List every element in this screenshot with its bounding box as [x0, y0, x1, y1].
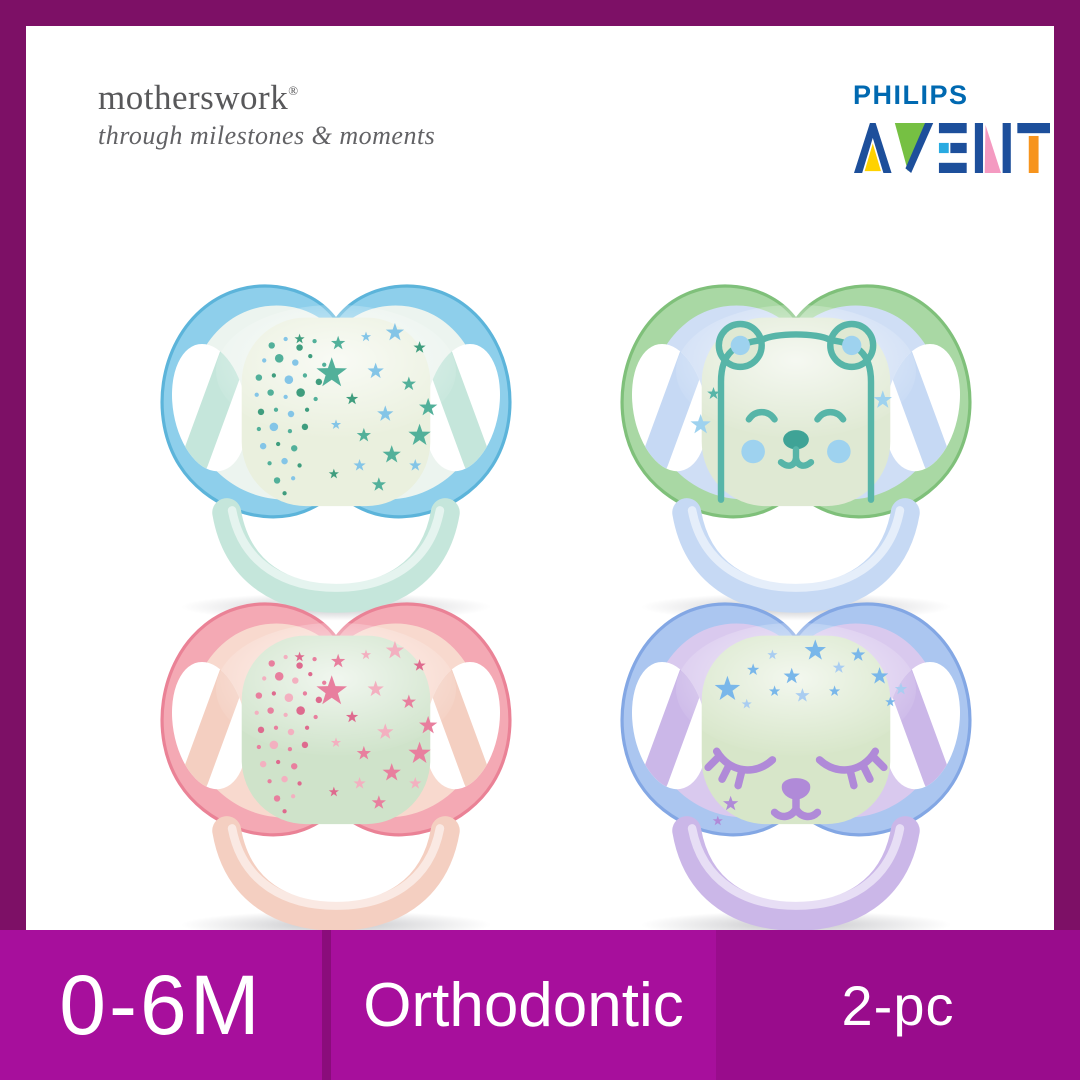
star-pattern	[254, 640, 438, 814]
philips-wordmark: PHILIPS	[853, 80, 969, 110]
avent-logo	[854, 123, 1050, 173]
pacifier-top-left	[111, 236, 561, 622]
handle-ring	[212, 816, 460, 931]
pacifier-bottom-right	[571, 554, 1021, 940]
registered-mark: ®	[288, 83, 299, 98]
handle-ring	[212, 498, 460, 613]
pacifier-bottom-left	[111, 554, 561, 940]
pacifier-illustration	[160, 284, 512, 621]
pacifier-illustration	[620, 602, 972, 939]
pacifier-illustration	[160, 602, 512, 939]
sleeping-face	[704, 639, 908, 826]
star-pattern	[254, 322, 438, 496]
motherswork-tagline: through milestones & moments	[98, 121, 436, 150]
philips-logo: PHILIPS	[853, 80, 969, 111]
info-band: 0-6M Orthodontic 2-pc	[0, 930, 1080, 1080]
bear-face	[690, 320, 892, 503]
pack-size-label: 2-pc	[841, 973, 955, 1037]
age-badge-label: 0-6M	[59, 957, 263, 1052]
feature-badge-label: Orthodontic	[363, 970, 684, 1040]
feature-badge: Orthodontic	[331, 930, 716, 1080]
pacifier-illustration	[620, 284, 972, 621]
handle-ring	[672, 498, 920, 613]
pacifier-top-right	[571, 236, 1021, 622]
product-card: motherswork® through milestones & moment…	[26, 26, 1054, 939]
motherswork-wordmark: motherswork	[98, 78, 289, 117]
age-badge: 0-6M	[0, 930, 322, 1080]
handle-ring	[672, 816, 920, 931]
pack-size-badge: 2-pc	[716, 930, 1080, 1080]
motherswork-logo: motherswork® through milestones & moment…	[98, 78, 435, 151]
